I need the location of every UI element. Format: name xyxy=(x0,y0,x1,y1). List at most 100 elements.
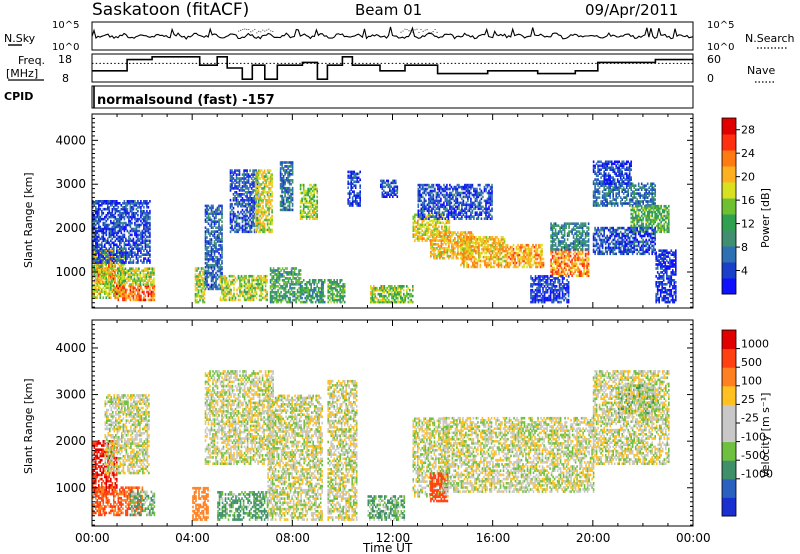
power-cell xyxy=(113,292,115,295)
power-cell xyxy=(105,200,108,203)
power-cell xyxy=(463,265,465,269)
power-cell xyxy=(266,220,269,224)
power-cell xyxy=(288,171,291,174)
power-cell xyxy=(147,267,149,270)
power-cell xyxy=(128,253,130,256)
power-cell xyxy=(387,185,390,189)
power-cell xyxy=(137,259,139,262)
power-cell xyxy=(308,215,311,218)
power-cell xyxy=(108,265,110,268)
power-cell xyxy=(414,219,416,223)
power-cell xyxy=(438,229,440,232)
power-cell xyxy=(263,177,266,180)
power-cell xyxy=(499,249,501,253)
power-cell xyxy=(234,296,237,300)
power-cell xyxy=(339,281,341,284)
power-cell xyxy=(269,187,272,190)
power-cell xyxy=(278,267,281,270)
power-cell xyxy=(424,223,427,227)
power-cell xyxy=(240,226,242,230)
power-cell xyxy=(216,212,219,216)
power-cell xyxy=(147,206,150,209)
power-cell xyxy=(212,212,214,216)
power-cell xyxy=(499,240,501,243)
power-cell xyxy=(146,204,148,207)
power-cell xyxy=(316,207,318,211)
power-cell xyxy=(238,185,241,188)
power-cell xyxy=(347,170,349,174)
power-cell xyxy=(95,256,97,260)
power-cell xyxy=(114,209,117,213)
power-cell xyxy=(354,174,357,178)
power-cell xyxy=(235,193,238,196)
power-cell xyxy=(387,183,390,187)
power-cell xyxy=(218,267,220,271)
power-cell xyxy=(130,267,133,270)
power-cell xyxy=(340,288,343,292)
power-cell xyxy=(299,300,302,304)
power-cell xyxy=(120,255,123,258)
power-cell xyxy=(129,209,132,213)
power-cell xyxy=(427,237,430,240)
power-cell xyxy=(98,255,100,258)
power-cell xyxy=(114,286,117,290)
power-cell xyxy=(133,279,136,282)
power-cell xyxy=(305,193,308,197)
power-cell xyxy=(262,226,264,230)
power-cell xyxy=(308,189,311,193)
power-cell xyxy=(256,177,258,180)
power-cell xyxy=(122,284,124,288)
power-cell xyxy=(107,225,109,229)
power-cell xyxy=(143,296,145,300)
power-cell xyxy=(314,207,317,211)
power-cell xyxy=(108,247,111,250)
power-cell xyxy=(351,170,354,174)
power-cell xyxy=(274,290,276,294)
power-cell xyxy=(373,286,375,290)
power-cell xyxy=(281,296,284,300)
power-cell xyxy=(472,241,474,245)
power-cell xyxy=(272,285,275,288)
power-cell xyxy=(442,221,445,225)
power-cell xyxy=(281,273,284,276)
power-cell xyxy=(314,294,317,298)
power-cell xyxy=(371,300,374,304)
power-cell xyxy=(308,298,311,302)
power-cell xyxy=(252,278,255,282)
power-cell xyxy=(265,181,267,184)
power-cell xyxy=(104,290,106,293)
power-cell xyxy=(257,187,260,190)
freq-right-tick-bottom: 0 xyxy=(707,72,714,85)
power-cell xyxy=(102,265,104,268)
power-cell xyxy=(387,193,390,196)
power-cell xyxy=(443,239,446,242)
power-cell xyxy=(139,271,142,274)
power-cell xyxy=(333,281,335,284)
power-cell xyxy=(343,300,346,304)
power-cell xyxy=(313,185,315,189)
power-cell xyxy=(308,209,311,213)
power-cell xyxy=(153,281,155,284)
power-cell xyxy=(101,259,103,262)
power-cell xyxy=(144,257,147,260)
power-cell xyxy=(478,253,480,257)
power-cell xyxy=(194,285,197,288)
power-cell xyxy=(272,300,275,304)
power-cell xyxy=(514,255,516,259)
power-cell xyxy=(134,227,136,231)
power-cell xyxy=(339,296,341,300)
power-cell xyxy=(421,233,424,236)
power-cell xyxy=(503,265,506,269)
power-cell xyxy=(92,280,94,284)
power-cell xyxy=(527,253,530,257)
power-cell xyxy=(105,284,108,288)
power-cell xyxy=(505,255,507,259)
power-cell xyxy=(529,257,531,261)
power-cell xyxy=(493,261,495,265)
power-cell xyxy=(234,183,236,186)
power-cell xyxy=(121,267,124,270)
power-cell xyxy=(470,247,473,250)
power-cell xyxy=(251,276,253,280)
power-cell xyxy=(219,204,222,208)
power-cell xyxy=(128,200,130,203)
